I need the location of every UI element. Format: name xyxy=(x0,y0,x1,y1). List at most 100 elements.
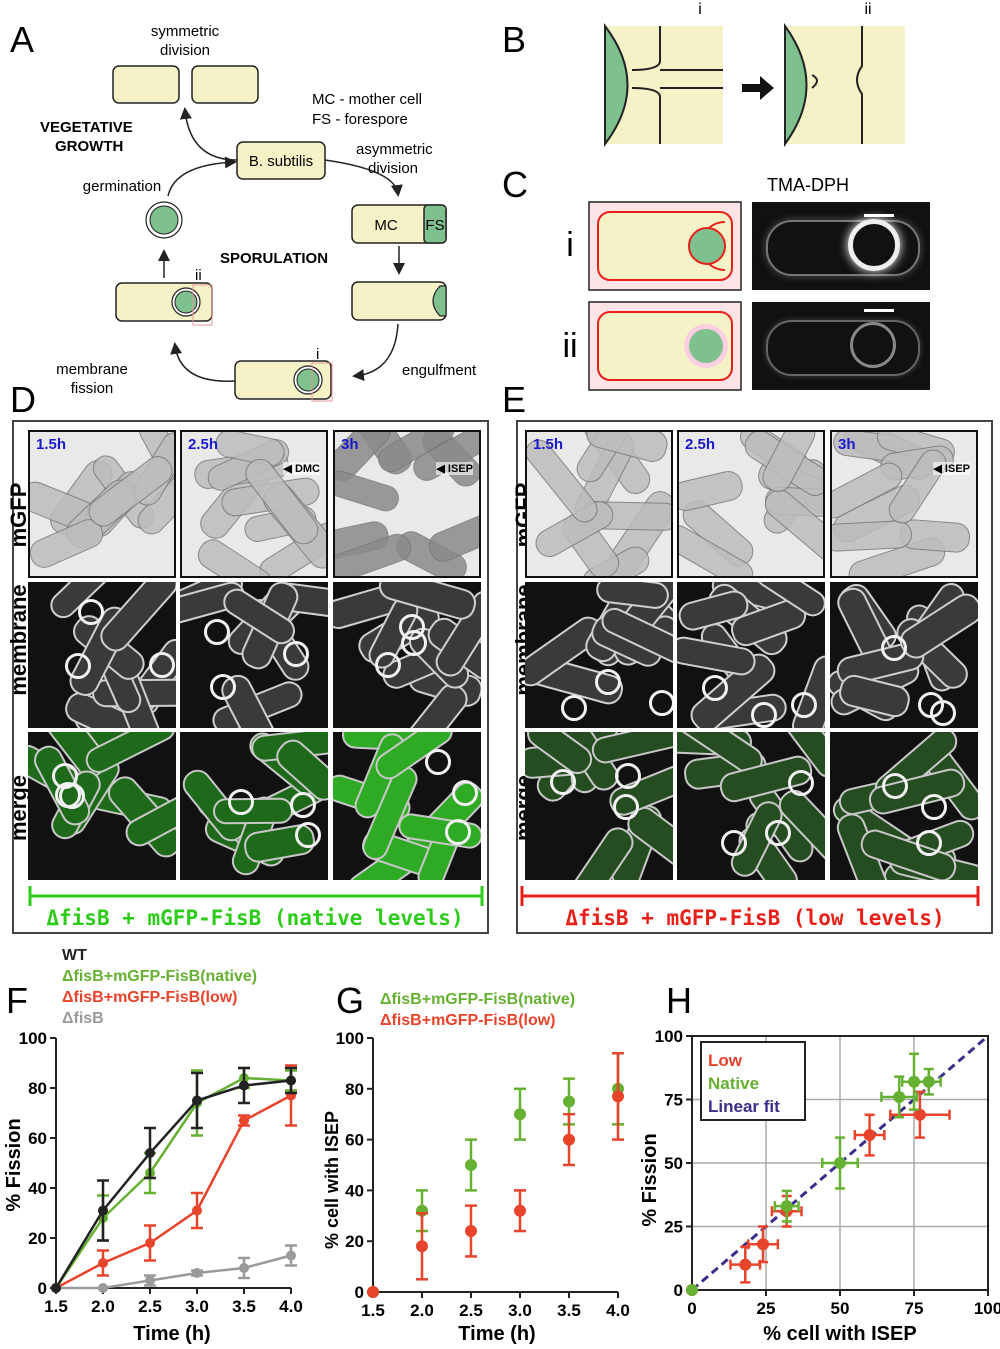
paneld-tile-gfp-2: 3h ◀ ISEP xyxy=(333,430,481,578)
forespore-ring xyxy=(65,652,91,679)
engulfing-forespore xyxy=(432,285,447,317)
data-point-1 xyxy=(834,1157,846,1169)
forespore-ring xyxy=(614,762,641,789)
chart-h-ylabel: % Fission xyxy=(639,1133,661,1226)
x-tick-label: 4.0 xyxy=(279,1297,303,1316)
data-point-2 xyxy=(145,1238,155,1248)
tma-dph-image-i xyxy=(752,202,930,290)
data-point-3 xyxy=(145,1275,155,1286)
x-tick-label: 3.0 xyxy=(508,1301,532,1320)
x-tick-label: 1.5 xyxy=(44,1297,68,1316)
chart-f-legend-fisb: ΔfisB xyxy=(62,1010,104,1027)
data-point-0 xyxy=(98,1205,108,1216)
x-tick-label: 3.5 xyxy=(557,1301,581,1320)
x-tick-label: 2.5 xyxy=(138,1297,162,1316)
forespore-ring xyxy=(204,619,231,646)
paneld-time-label-1: 2.5h xyxy=(188,436,219,453)
y-tick-label: 60 xyxy=(345,1131,364,1150)
x-tick-label: 50 xyxy=(831,1299,850,1318)
panele-tile-mem-1 xyxy=(677,582,825,728)
panele-tile-gfp-1: 2.5h xyxy=(677,430,825,578)
y-tick-label: 40 xyxy=(345,1181,364,1200)
cell xyxy=(679,467,746,514)
forespore-ring xyxy=(77,599,104,626)
forespore-ring xyxy=(550,768,577,795)
forespore-ring xyxy=(921,794,948,821)
panel-b-stage-ii: ii xyxy=(864,1,871,18)
data-point-2 xyxy=(98,1258,108,1268)
vegetative-growth-label-1: VEGETATIVE xyxy=(40,119,133,136)
y-tick-label: 40 xyxy=(28,1179,47,1198)
panel-label-b: B xyxy=(502,19,526,60)
data-point-1 xyxy=(780,1200,793,1213)
data-point-3 xyxy=(192,1268,202,1278)
x-tick-label: 75 xyxy=(905,1299,924,1318)
panel-label-f: F xyxy=(6,980,28,1021)
panel-d-frame xyxy=(12,420,489,934)
data-point-1 xyxy=(612,1090,624,1103)
forespore-ring xyxy=(649,690,673,717)
post-fission-forespore xyxy=(174,290,198,314)
data-point-0 xyxy=(192,1095,202,1106)
y-tick-label: 0 xyxy=(674,1281,683,1300)
paneld-tile-merge-2 xyxy=(333,732,481,880)
x-tick-label: 1.5 xyxy=(361,1301,385,1320)
data-point-3 xyxy=(98,1283,108,1293)
panele-tile-merge-1 xyxy=(677,732,825,880)
chart-h-xlabel: % cell with ISEP xyxy=(763,1323,916,1345)
sporulation-label: SPORULATION xyxy=(220,250,328,267)
paneld-annotation-dmc: ◀ DMC xyxy=(283,462,320,475)
y-tick-label: 80 xyxy=(28,1079,47,1098)
panel-b-after xyxy=(784,22,905,148)
forespore-compartment xyxy=(423,204,447,244)
data-point-3 xyxy=(286,1250,296,1261)
marker-ii: ii xyxy=(195,267,202,284)
arrow-to-asymmetric xyxy=(324,159,403,197)
data-point-1 xyxy=(514,1204,526,1217)
paneld-tile-mem-2 xyxy=(333,582,481,728)
bsubtilis-label: B. subtilis xyxy=(249,153,313,170)
forespore-ring xyxy=(929,700,956,727)
data-point-1 xyxy=(416,1240,428,1253)
data-point-0 xyxy=(739,1258,752,1271)
data-point-1 xyxy=(893,1090,906,1103)
mc-label: MC xyxy=(374,217,397,234)
engulfed-forespore xyxy=(296,368,320,392)
x-tick-label: 3.5 xyxy=(232,1297,256,1316)
panele-tile-gfp-0: 1.5h xyxy=(525,430,673,578)
cell xyxy=(423,505,479,567)
paneld-tile-merge-0 xyxy=(28,732,176,880)
forespore-ring xyxy=(148,651,175,678)
data-point-0 xyxy=(239,1080,249,1091)
data-point-3 xyxy=(239,1263,249,1273)
fs-label: FS xyxy=(425,217,444,234)
chart-h-legend-1: Native xyxy=(708,1074,759,1093)
forespore-ring xyxy=(290,791,317,818)
asymmetric-label-1: asymmetric xyxy=(356,141,433,158)
paneld-time-label-0: 1.5h xyxy=(36,436,67,453)
region-box-i xyxy=(311,362,333,402)
panele-time-label-0: 1.5h xyxy=(533,436,564,453)
chart-f-ylabel: % Fission xyxy=(3,1118,25,1211)
series-line-0 xyxy=(54,1079,292,1289)
data-point-1 xyxy=(367,1286,379,1298)
symmetric-label-2: division xyxy=(160,42,210,59)
panele-annotation-isep: ◀ ISEP xyxy=(933,462,970,475)
forespore-ring xyxy=(595,668,622,695)
forespore-ring xyxy=(228,788,255,815)
forespore-ring xyxy=(613,794,640,821)
y-tick-label: 100 xyxy=(655,1027,683,1046)
forespore-ring xyxy=(881,634,908,661)
chart-g-xlabel: Time (h) xyxy=(458,1323,535,1345)
forespore-ring xyxy=(720,830,747,857)
panel-label-d: D xyxy=(10,379,36,420)
y-tick-label: 50 xyxy=(664,1154,683,1173)
x-tick-label: 25 xyxy=(757,1299,776,1318)
panele-tile-mem-2 xyxy=(830,582,978,728)
panel-e-caption: ΔfisB + mGFP-FisB (low levels) xyxy=(565,906,944,930)
paneld-tile-mem-1 xyxy=(180,582,328,728)
y-tick-label: 60 xyxy=(28,1129,47,1148)
engulfing-cell xyxy=(351,281,447,321)
chart-h-legend-box xyxy=(700,1041,806,1121)
